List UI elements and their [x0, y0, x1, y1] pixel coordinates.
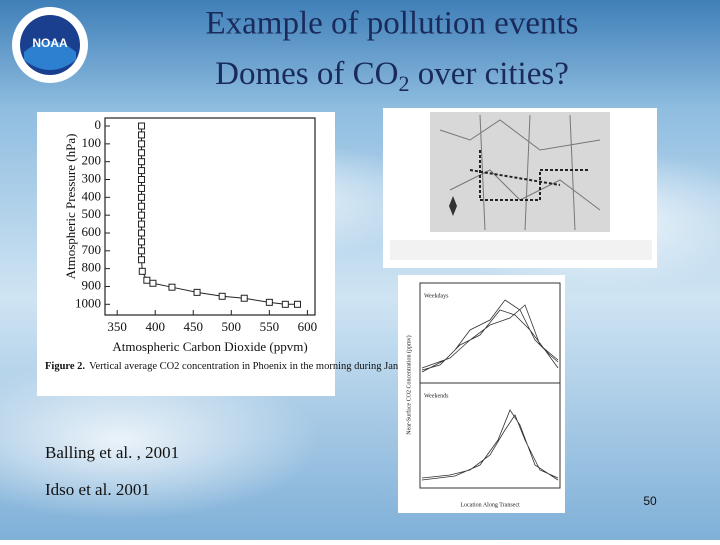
data-point — [138, 220, 146, 228]
y-tick-label: 600 — [82, 224, 102, 239]
data-point — [138, 238, 146, 246]
logo-text: NOAA — [32, 36, 68, 50]
plot-frame — [104, 117, 316, 316]
data-point — [138, 140, 146, 148]
panel-traces — [421, 299, 559, 373]
data-point — [138, 202, 146, 210]
y-tick-label: 200 — [82, 153, 102, 168]
caption-label: Figure 2. — [45, 361, 85, 372]
caption-text: Vertical average CO2 concentration in Ph… — [89, 361, 445, 372]
title-text: Domes of CO — [215, 56, 398, 92]
x-tick-label: 450 — [184, 319, 204, 334]
y-axis-label: Atmospheric Pressure (hPa) — [63, 134, 78, 280]
data-point — [138, 131, 146, 139]
logo: NOAA — [12, 7, 88, 83]
panel-label: Weekdays — [424, 293, 449, 299]
cloud — [0, 360, 320, 520]
y-tick-label: 100 — [82, 135, 102, 150]
figure-caption: Figure 2. Vertical average CO2 concentrat… — [45, 361, 445, 372]
y-tick-label: 0 — [95, 117, 102, 132]
x-tick-label: 500 — [222, 319, 242, 334]
y-tick-label: 900 — [82, 277, 102, 292]
data-point — [138, 256, 146, 264]
panel-label: Weekends — [424, 393, 449, 399]
north-arrow — [449, 196, 457, 216]
data-point — [138, 158, 146, 166]
data-point — [138, 184, 146, 192]
page-number: 50 — [643, 494, 657, 508]
data-point — [193, 288, 201, 296]
chart-image — [37, 112, 335, 396]
reference: Idso et al. 2001 — [45, 480, 150, 499]
map-transect — [469, 150, 590, 201]
x-tick-label: 550 — [260, 319, 280, 334]
chart: 0 100 200 300 400 500 600 700 800 900 1000 350 400 45… — [63, 117, 317, 354]
reference: Balling et al. , 2001 — [45, 443, 179, 462]
y-tick-label: 800 — [82, 260, 102, 275]
data-point — [138, 176, 146, 184]
data-point — [138, 267, 146, 275]
y-tick-label: 400 — [82, 188, 102, 203]
logo-wave — [24, 41, 76, 70]
data-point — [138, 122, 146, 130]
transect-image — [398, 275, 565, 513]
x-axis-label: Location Along Transect — [460, 502, 520, 508]
data-point — [138, 167, 146, 175]
data-point — [294, 300, 301, 308]
map-caption-block — [390, 240, 652, 260]
data-point — [138, 193, 146, 201]
title-line-1: Example of pollution events — [205, 6, 578, 42]
subscript: 2 — [398, 71, 409, 96]
y-axis-label: Near-Surface CO2 Concentration (ppmv) — [405, 335, 412, 434]
data-point — [138, 247, 146, 255]
data-point — [143, 276, 151, 284]
data-point — [149, 279, 157, 287]
x-axis-label: Atmospheric Carbon Dioxide (ppvm) — [112, 339, 307, 354]
y-tick-label: 700 — [82, 242, 102, 257]
data-point — [265, 298, 273, 306]
y-tick-label: 500 — [82, 206, 102, 221]
x-tick-label: 350 — [107, 319, 127, 334]
panel-traces — [421, 409, 559, 481]
data-point — [218, 292, 226, 300]
map — [430, 112, 610, 232]
data-point — [138, 149, 146, 157]
title-text: over cities? — [409, 56, 568, 92]
data-point — [240, 294, 248, 302]
y-tick-label: 300 — [82, 170, 102, 185]
transect-figure: Weekdays Weekends Location Along Transec… — [398, 275, 565, 513]
data-point — [138, 229, 146, 237]
y-tick-label: 1000 — [75, 295, 101, 310]
data-point — [168, 283, 176, 291]
x-tick-label: 400 — [145, 319, 165, 334]
x-tick-label: 600 — [298, 319, 318, 334]
data-point — [138, 211, 146, 219]
title-line-2: Domes of CO2 over cities? — [215, 56, 569, 96]
panel-frame — [419, 382, 561, 489]
map-figure — [383, 108, 657, 268]
data-point — [281, 300, 289, 308]
